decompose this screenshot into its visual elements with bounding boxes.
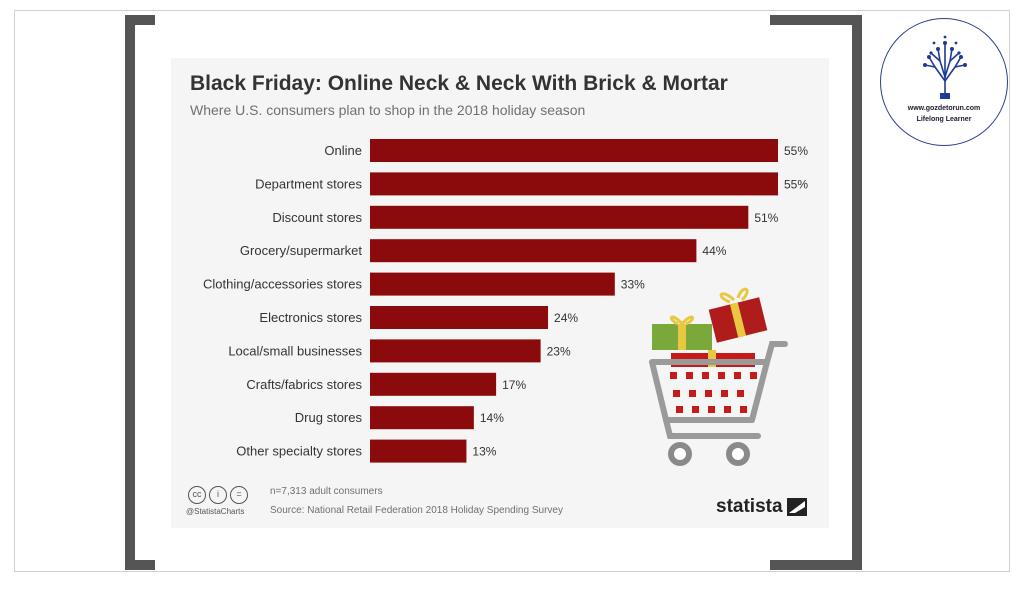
- bar: [370, 372, 497, 396]
- frame-bracket-right-top: [770, 15, 862, 25]
- bar: [370, 172, 778, 196]
- category-label: Local/small businesses: [228, 343, 362, 358]
- source-note: Source: National Retail Federation 2018 …: [270, 505, 563, 516]
- value-label: 14%: [480, 411, 504, 425]
- category-label: Grocery/supermarket: [240, 243, 362, 258]
- gozdetorun-badge: www.gozdetorun.com Lifelong Learner: [880, 18, 1008, 146]
- frame-bracket-right-bottom: [770, 560, 862, 570]
- value-label: 33%: [621, 278, 645, 292]
- cart-base: [663, 417, 761, 439]
- statista-mark-icon: [786, 498, 807, 516]
- cart-wheel-right: [726, 442, 750, 466]
- category-label: Discount stores: [272, 210, 362, 225]
- frame-bracket-right-vertical: [852, 15, 862, 570]
- chart-title: Black Friday: Online Neck & Neck With Br…: [190, 72, 728, 95]
- gift-ribbon-green-vertical: [678, 324, 686, 350]
- cart-wheel-left: [668, 442, 692, 466]
- category-label: Other specialty stores: [236, 444, 362, 459]
- gift-ribbon-large: [708, 350, 716, 367]
- frame-bracket-left-vertical: [125, 15, 135, 570]
- bar: [370, 339, 541, 363]
- gift-bow-green: [669, 315, 695, 326]
- bars-layer: Online 55% Department stores 55% Discount st…: [203, 139, 808, 463]
- category-label: Online: [324, 143, 362, 158]
- value-label: 24%: [554, 311, 578, 325]
- bar: [370, 406, 474, 430]
- gift-ribbon-red-vertical: [730, 302, 746, 338]
- value-label: 55%: [784, 177, 808, 191]
- category-label: Clothing/accessories stores: [203, 277, 362, 292]
- badge-url: www.gozdetorun.com: [907, 105, 981, 112]
- value-label: 51%: [754, 211, 778, 225]
- category-label: Electronics stores: [259, 310, 362, 325]
- no-derivatives-icon: =: [230, 486, 248, 504]
- license-icons: cc i =: [188, 486, 248, 504]
- value-label: 13%: [472, 445, 496, 459]
- statista-wordmark: statista: [716, 496, 783, 517]
- frame-bracket-left-bottom: [125, 560, 155, 570]
- category-label: Drug stores: [295, 410, 363, 425]
- bar: [370, 439, 467, 463]
- statista-logo: statista: [716, 496, 807, 518]
- badge-tagline: Lifelong Learner: [916, 116, 972, 123]
- cart-handle: [764, 341, 788, 365]
- frame-bracket-left-top: [125, 15, 155, 25]
- value-label: 55%: [784, 144, 808, 158]
- statista-handle: @StatistaCharts: [186, 507, 245, 516]
- sample-note: n=7,313 adult consumers: [270, 486, 383, 497]
- attribution-icon: i: [209, 486, 227, 504]
- bar: [370, 272, 615, 296]
- chart-subtitle: Where U.S. consumers plan to shop in the…: [190, 102, 586, 118]
- bar: [370, 306, 549, 329]
- bar: [370, 205, 749, 229]
- cart-basket: [649, 359, 770, 423]
- tree-lightbulb-icon: [923, 35, 967, 99]
- value-label: 17%: [502, 378, 526, 392]
- value-label: 44%: [702, 244, 726, 258]
- bar: [370, 139, 778, 162]
- shopping-cart-gifts-illustration: [649, 287, 788, 466]
- cc-icon: cc: [188, 486, 206, 504]
- cart-grid-dots: [670, 372, 757, 413]
- category-label: Department stores: [255, 176, 362, 191]
- value-label: 23%: [547, 344, 571, 358]
- gift-bow-red: [719, 287, 749, 304]
- bar: [370, 239, 697, 263]
- category-label: Crafts/fabrics stores: [246, 377, 362, 392]
